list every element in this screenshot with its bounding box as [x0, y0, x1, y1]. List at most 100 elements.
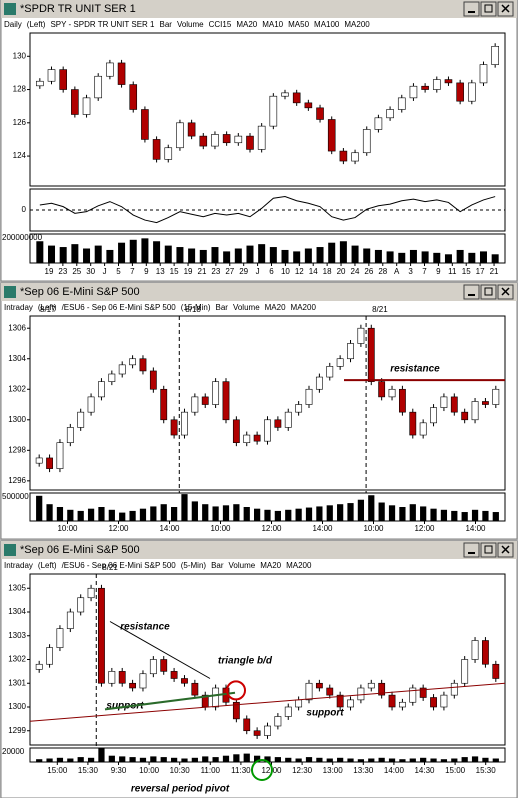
legend-item: (5-Min) [181, 561, 207, 570]
candle-body [222, 134, 231, 144]
x-tick-label: 11 [448, 267, 457, 276]
cci-line [39, 196, 496, 224]
candle-body [77, 411, 85, 428]
volume-bar [36, 241, 44, 263]
x-tick-label: 15 [170, 267, 179, 276]
volume-bar [119, 512, 126, 521]
legend-item: Daily [4, 20, 22, 29]
volume-bar [77, 510, 84, 521]
candle-body [201, 396, 209, 405]
candle-body [491, 46, 499, 65]
candle-body [129, 84, 138, 110]
window-button-max[interactable] [480, 284, 497, 300]
x-tick-label: 15 [462, 267, 471, 276]
x-tick-label: 30 [86, 267, 95, 276]
volume-bar [160, 504, 167, 521]
candle-body [246, 135, 254, 150]
candle-body [243, 718, 251, 732]
candle-body [106, 62, 114, 77]
candle-body [326, 687, 334, 696]
volume-bar [492, 758, 499, 762]
volume-bar [59, 247, 67, 263]
annotation: reversal period pivot [131, 784, 230, 795]
candle-body [305, 388, 313, 405]
window-icon[interactable] [4, 544, 16, 556]
candle-body [440, 396, 448, 408]
volume-bar [471, 756, 479, 762]
volume-bar [222, 505, 230, 521]
volume-bar [254, 508, 261, 521]
annotation: resistance [120, 622, 170, 633]
price-pane [29, 573, 506, 746]
x-tick-label: 10 [281, 267, 290, 276]
window-button-min[interactable] [463, 284, 480, 300]
candle-body [98, 587, 105, 684]
volume-bar [191, 757, 198, 762]
btn-glyph [501, 545, 510, 554]
legend-item: SPY - SPDR TR UNIT SER 1 [50, 20, 155, 29]
candle-body [56, 442, 64, 469]
candle-body [108, 373, 116, 382]
candle-body [281, 92, 289, 97]
legend-item: (Left) [27, 20, 46, 29]
volume-bar [479, 251, 487, 263]
candle-body [191, 682, 199, 696]
x-tick-label: 10:00 [57, 524, 78, 533]
volume-bar [433, 252, 441, 263]
candle-body [326, 366, 334, 378]
window-icon[interactable] [4, 286, 16, 298]
x-tick-label: 18 [323, 267, 332, 276]
candle-body [378, 381, 386, 398]
y-tick-label: 0 [22, 205, 27, 214]
window-button-max[interactable] [480, 542, 497, 558]
y-tick-label: 1300 [8, 702, 26, 711]
volume-bar [409, 504, 416, 521]
volume-bar [471, 509, 479, 521]
volume-bar [98, 507, 105, 521]
candle-body [212, 381, 220, 405]
window-icon[interactable] [4, 3, 16, 15]
volume-bar [243, 753, 250, 762]
candle-body [47, 69, 56, 82]
volume-bar [374, 249, 382, 263]
volume-bar [56, 757, 64, 762]
candle-body [295, 699, 303, 708]
x-tick-label: J [256, 267, 260, 276]
x-tick-label: 29 [239, 267, 248, 276]
window-button-min[interactable] [463, 1, 480, 17]
y-tick-label: 1305 [8, 583, 26, 592]
volume-bar [316, 757, 323, 762]
volume-bar [491, 254, 499, 263]
candle-body [336, 694, 344, 708]
volume-bar [87, 757, 95, 762]
candle-body [71, 89, 79, 115]
candle-body [170, 671, 178, 679]
volume-bar [71, 244, 79, 263]
volume-bar [304, 248, 312, 263]
candle-body [461, 411, 469, 421]
legend-item: Intraday [4, 561, 33, 570]
volume-bar [316, 506, 323, 521]
y-tick-label: 1302 [8, 384, 26, 393]
volume-bar [212, 506, 219, 521]
candle-body [339, 150, 348, 162]
candle-body [118, 364, 126, 375]
candle-body [118, 671, 126, 684]
volume-bar [399, 507, 406, 521]
candle-body [316, 107, 324, 120]
y-tick-label: 1299 [8, 726, 26, 735]
x-tick-label: 9:30 [111, 766, 127, 775]
volume-bar [357, 499, 365, 521]
legend-item: MA20 [265, 303, 286, 312]
window-button-max[interactable] [480, 1, 497, 17]
legend-item: (Left) [38, 303, 57, 312]
x-tick-label: 6 [269, 267, 274, 276]
candle-body [336, 358, 344, 367]
window-title: *Sep 06 E-Mini S&P 500 [20, 544, 140, 556]
candle-body [222, 381, 230, 421]
volume-bar [420, 506, 427, 521]
volume-bar [305, 507, 313, 521]
volume-bar [347, 758, 354, 762]
window-button-min[interactable] [463, 542, 480, 558]
x-tick-label: 12:00 [414, 524, 435, 533]
